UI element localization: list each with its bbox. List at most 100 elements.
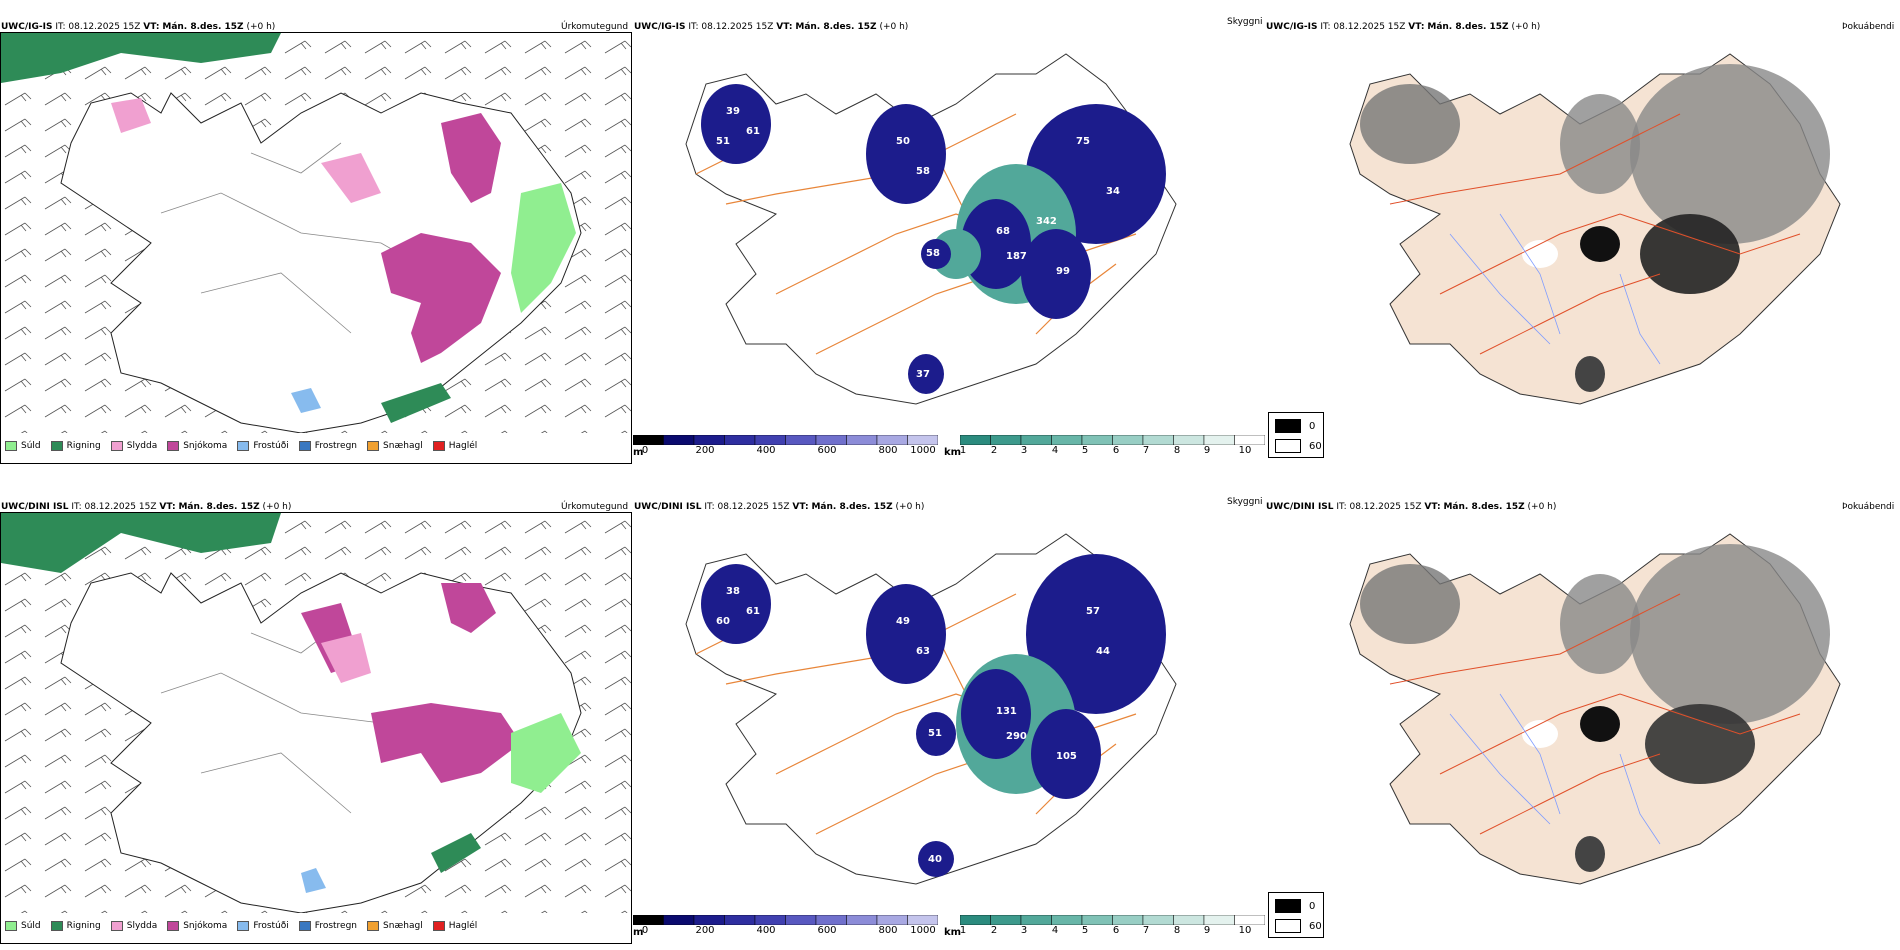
tick-label: 2 xyxy=(990,445,998,456)
snow-area-east xyxy=(371,703,521,783)
cloud-label: 99 xyxy=(1056,266,1070,277)
cloud-label: 38 xyxy=(726,586,740,597)
vis-title-row1: UWC/IG-IS IT: 08.12.2025 15Z VT: Mán. 8.… xyxy=(634,22,909,32)
tick-label: 3 xyxy=(1020,445,1028,456)
snow-area-east xyxy=(381,233,501,363)
fog-map-row2 xyxy=(1349,533,1841,885)
cloud-label: 75 xyxy=(1076,136,1090,147)
sleet-area-northwest xyxy=(111,98,151,133)
precip-map-svg-row1 xyxy=(1,33,631,433)
height-unit-row2: m xyxy=(633,927,644,938)
cloud-label: 40 xyxy=(928,854,942,865)
precip-map-svg-row2 xyxy=(1,513,631,913)
cloud-areas xyxy=(701,84,1166,394)
precip-title-row2: UWC/DINI ISL IT: 08.12.2025 15Z VT: Mán.… xyxy=(1,502,292,512)
tick-label: 4 xyxy=(1051,445,1059,456)
visibility-label-row2: Skyggni xyxy=(1227,497,1263,507)
legend-item: Frostregn xyxy=(298,921,357,931)
cloud-label: 342 xyxy=(1036,216,1057,227)
rain-area-south xyxy=(431,833,481,873)
row-2: UWC/DINI ISL IT: 08.12.2025 15Z VT: Mán.… xyxy=(0,480,1900,950)
legend-item: Súld xyxy=(5,921,41,931)
rain-area-south xyxy=(381,383,451,423)
vis-colorbar-svg xyxy=(960,435,1265,445)
tick-label: 5 xyxy=(1081,445,1089,456)
fog-label-row1: Þokuábendi xyxy=(1842,22,1895,32)
cloud-label: 34 xyxy=(1106,186,1120,197)
tick-label: 8 xyxy=(1173,925,1181,936)
snow-area-north xyxy=(441,113,501,203)
legend-item: Frostúði xyxy=(237,441,289,451)
rain-area-coast xyxy=(511,183,576,313)
legend-item: Súld xyxy=(5,441,41,451)
vis-map-row2: 38 61 60 49 63 57 44 131 290 105 51 40 xyxy=(685,533,1177,885)
cloud-label: 44 xyxy=(1096,646,1110,657)
tick-label: 800 xyxy=(878,445,898,456)
legend-item: Frostregn xyxy=(298,441,357,451)
tick-label: 10 xyxy=(1238,445,1252,456)
tick-label: 8 xyxy=(1173,445,1181,456)
height-colorbar-svg xyxy=(633,915,938,925)
frz-area xyxy=(301,868,326,893)
vis-unit-row2: km xyxy=(944,927,962,938)
cloud-label: 290 xyxy=(1006,731,1027,742)
legend-item: Snæhagl xyxy=(367,921,423,931)
fog-label-row2: Þokuábendi xyxy=(1842,502,1895,512)
legend-item: Rigning xyxy=(50,921,101,931)
sleet-area-central xyxy=(321,633,371,683)
cloud-label: 131 xyxy=(996,706,1017,717)
fog-legend-item: 0 xyxy=(1275,899,1315,913)
cloud-label: 58 xyxy=(926,248,940,259)
sleet-area-central xyxy=(321,153,381,203)
tick-label: 9 xyxy=(1203,925,1211,936)
height-colorbar-row1: 0 200 400 600 800 1000 xyxy=(633,435,938,457)
legend-item: Haglél xyxy=(432,441,477,451)
precip-legend-row1: Súld Rigning Slydda Snjókoma Frostúði Fr… xyxy=(5,441,477,451)
cloud-label: 57 xyxy=(1086,606,1100,617)
legend-item: Slydda xyxy=(110,441,157,451)
legend-item: Haglél xyxy=(432,921,477,931)
tick-label: 0 xyxy=(641,925,649,936)
height-colorbar-svg xyxy=(633,435,938,445)
fog-shading xyxy=(1360,64,1830,392)
fog-rivers xyxy=(1449,213,1661,365)
tick-label: 2 xyxy=(990,925,998,936)
precip-title-row1: UWC/IG-IS IT: 08.12.2025 15Z VT: Mán. 8.… xyxy=(1,22,276,32)
vis-title-row2: UWC/DINI ISL IT: 08.12.2025 15Z VT: Mán.… xyxy=(634,502,925,512)
cloud-label: 61 xyxy=(746,126,760,137)
legend-item: Slydda xyxy=(110,921,157,931)
cloud-label: 187 xyxy=(1006,251,1027,262)
frz-area xyxy=(291,388,321,413)
snow-area-north xyxy=(441,583,496,633)
fog-rivers xyxy=(1449,693,1661,845)
vis-map-row1: 39 61 51 50 58 75 34 68 187 342 99 58 37 xyxy=(685,53,1177,405)
precip-map-row2: Súld Rigning Slydda Snjókoma Frostúði Fr… xyxy=(0,512,632,944)
vis-colorbar-row2: 1 2 3 4 5 6 7 8 9 10 xyxy=(960,915,1265,937)
cloud-label: 68 xyxy=(996,226,1010,237)
tick-label: 7 xyxy=(1142,445,1150,456)
tick-label: 1000 xyxy=(910,925,936,936)
tick-label: 400 xyxy=(756,925,776,936)
legend-item: Frostúði xyxy=(237,921,289,931)
precip-legend-row2: Súld Rigning Slydda Snjókoma Frostúði Fr… xyxy=(5,921,477,931)
cloud-label: 61 xyxy=(746,606,760,617)
tick-label: 400 xyxy=(756,445,776,456)
legend-item: Rigning xyxy=(50,441,101,451)
tick-label: 6 xyxy=(1112,445,1120,456)
tick-label: 3 xyxy=(1020,925,1028,936)
tick-label: 200 xyxy=(695,445,715,456)
precip-type-label-row2: Úrkomutegund xyxy=(561,502,629,512)
fog-legend-item: 0 xyxy=(1275,419,1315,433)
tick-label: 0 xyxy=(641,445,649,456)
fog-legend-row2: 0 60 xyxy=(1268,892,1324,938)
legend-item: Snæhagl xyxy=(367,441,423,451)
cloud-labels: 39 61 51 50 58 75 34 68 187 342 99 58 37 xyxy=(716,106,1120,380)
vis-colorbar-svg xyxy=(960,915,1265,925)
tick-label: 600 xyxy=(817,925,837,936)
row-1: UWC/IG-IS IT: 08.12.2025 15Z VT: Mán. 8.… xyxy=(0,0,1900,470)
tick-label: 1000 xyxy=(910,445,936,456)
fog-roads xyxy=(1389,593,1801,835)
visibility-label-row1: Skyggni xyxy=(1227,17,1263,27)
rain-area-north xyxy=(1,33,281,83)
cloud-label: 63 xyxy=(916,646,930,657)
